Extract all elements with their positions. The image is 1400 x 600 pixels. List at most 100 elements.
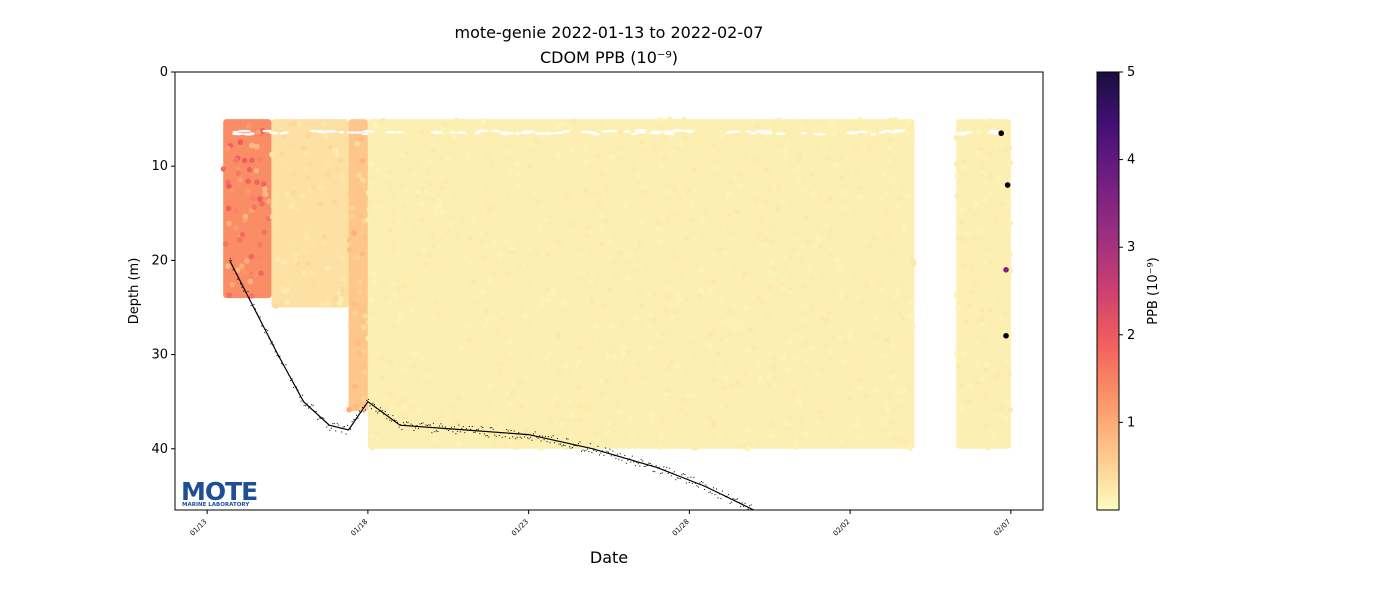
sample-point — [478, 124, 484, 130]
sample-point — [388, 391, 395, 398]
sample-point — [877, 298, 883, 305]
sample-point — [788, 240, 794, 247]
sample-point — [506, 148, 512, 155]
bottom-track-dot — [342, 426, 344, 428]
sample-point — [562, 300, 568, 307]
sample-point — [869, 248, 876, 254]
bottom-track-dot — [377, 412, 379, 414]
sample-point — [318, 179, 324, 186]
sample-point — [873, 346, 880, 353]
sample-point — [282, 179, 289, 186]
sample-point — [806, 216, 813, 222]
sample-point — [305, 260, 311, 267]
sample-point — [903, 437, 909, 443]
bottom-track-dot — [356, 414, 357, 416]
bottom-track-dot — [600, 452, 602, 454]
bottom-track-dot — [607, 451, 609, 453]
sample-point — [510, 390, 516, 397]
sample-point — [445, 279, 452, 286]
bottom-track-dot — [501, 436, 503, 438]
sample-point — [544, 286, 551, 293]
sample-point — [904, 381, 910, 388]
sample-point — [368, 161, 374, 167]
sample-point — [512, 405, 519, 412]
sample-point — [599, 240, 605, 247]
sample-point — [504, 390, 510, 396]
sample-point — [974, 362, 980, 369]
sample-point — [415, 407, 422, 414]
segment-fill — [271, 119, 349, 308]
bottom-track-dot — [664, 469, 666, 471]
sample-point — [670, 204, 676, 211]
sample-point — [707, 342, 713, 349]
sample-point — [738, 325, 744, 331]
bottom-track-dot — [300, 400, 302, 402]
sample-point — [562, 346, 568, 353]
sample-point — [351, 301, 358, 307]
bottom-track-dot — [527, 437, 529, 439]
sample-point — [889, 304, 895, 311]
sample-point — [283, 275, 290, 282]
bottom-track-dot — [510, 430, 512, 431]
sample-point — [954, 304, 961, 310]
sample-point — [649, 416, 655, 423]
sample-point — [455, 420, 461, 426]
sample-point — [796, 153, 803, 160]
sample-point — [497, 370, 503, 376]
bottom-track-dot — [658, 466, 660, 468]
sample-point — [317, 184, 323, 190]
sample-point — [978, 146, 984, 153]
sample-point — [684, 221, 690, 228]
sample-point — [617, 360, 624, 367]
bottom-track-dot — [537, 437, 539, 439]
sample-point — [340, 292, 347, 298]
sample-point — [781, 164, 788, 171]
sample-point — [805, 269, 812, 276]
sample-point — [884, 336, 890, 343]
sample-point — [1005, 197, 1012, 204]
bottom-track-dot — [351, 421, 353, 423]
sample-point — [908, 313, 914, 320]
sample-gap — [354, 131, 362, 134]
bottom-track-dot — [655, 465, 657, 467]
sample-point — [686, 352, 692, 358]
sample-point — [728, 179, 734, 186]
sample-point — [470, 217, 477, 224]
bottom-track-dot — [306, 403, 308, 405]
bottom-track-dot — [610, 455, 612, 457]
bottom-track-dot — [528, 438, 530, 440]
sample-point — [810, 157, 816, 164]
sample-point — [553, 394, 559, 401]
sample-point — [536, 277, 543, 283]
sample-point — [360, 177, 366, 183]
sample-point — [585, 224, 591, 230]
sample-point — [733, 132, 740, 139]
sample-point — [998, 411, 1004, 418]
sample-point — [755, 159, 762, 165]
sample-point — [339, 174, 346, 181]
sample-point — [244, 258, 250, 264]
sample-point — [525, 415, 531, 421]
sample-point — [840, 190, 847, 196]
sample-point — [273, 303, 279, 309]
bottom-track-line — [229, 260, 754, 510]
bottom-track-dot — [649, 463, 651, 464]
sample-gap — [774, 132, 786, 136]
colorbar-label: PPB (10⁻⁹) — [1146, 257, 1161, 325]
sample-point — [538, 295, 545, 301]
sample-point — [226, 220, 232, 227]
bottom-track-dot — [729, 502, 731, 504]
sample-point — [956, 363, 962, 369]
sample-gap — [649, 131, 661, 135]
sample-point — [979, 162, 985, 168]
sample-point — [369, 237, 376, 244]
bottom-track-dot — [280, 362, 282, 364]
bottom-track-dot — [548, 436, 550, 437]
sample-point — [555, 368, 562, 375]
sample-point — [963, 318, 970, 325]
sample-point — [456, 394, 462, 400]
bottom-track-dot — [491, 427, 493, 429]
sample-point — [458, 345, 465, 351]
sample-point — [526, 246, 532, 253]
sample-point — [652, 167, 658, 174]
